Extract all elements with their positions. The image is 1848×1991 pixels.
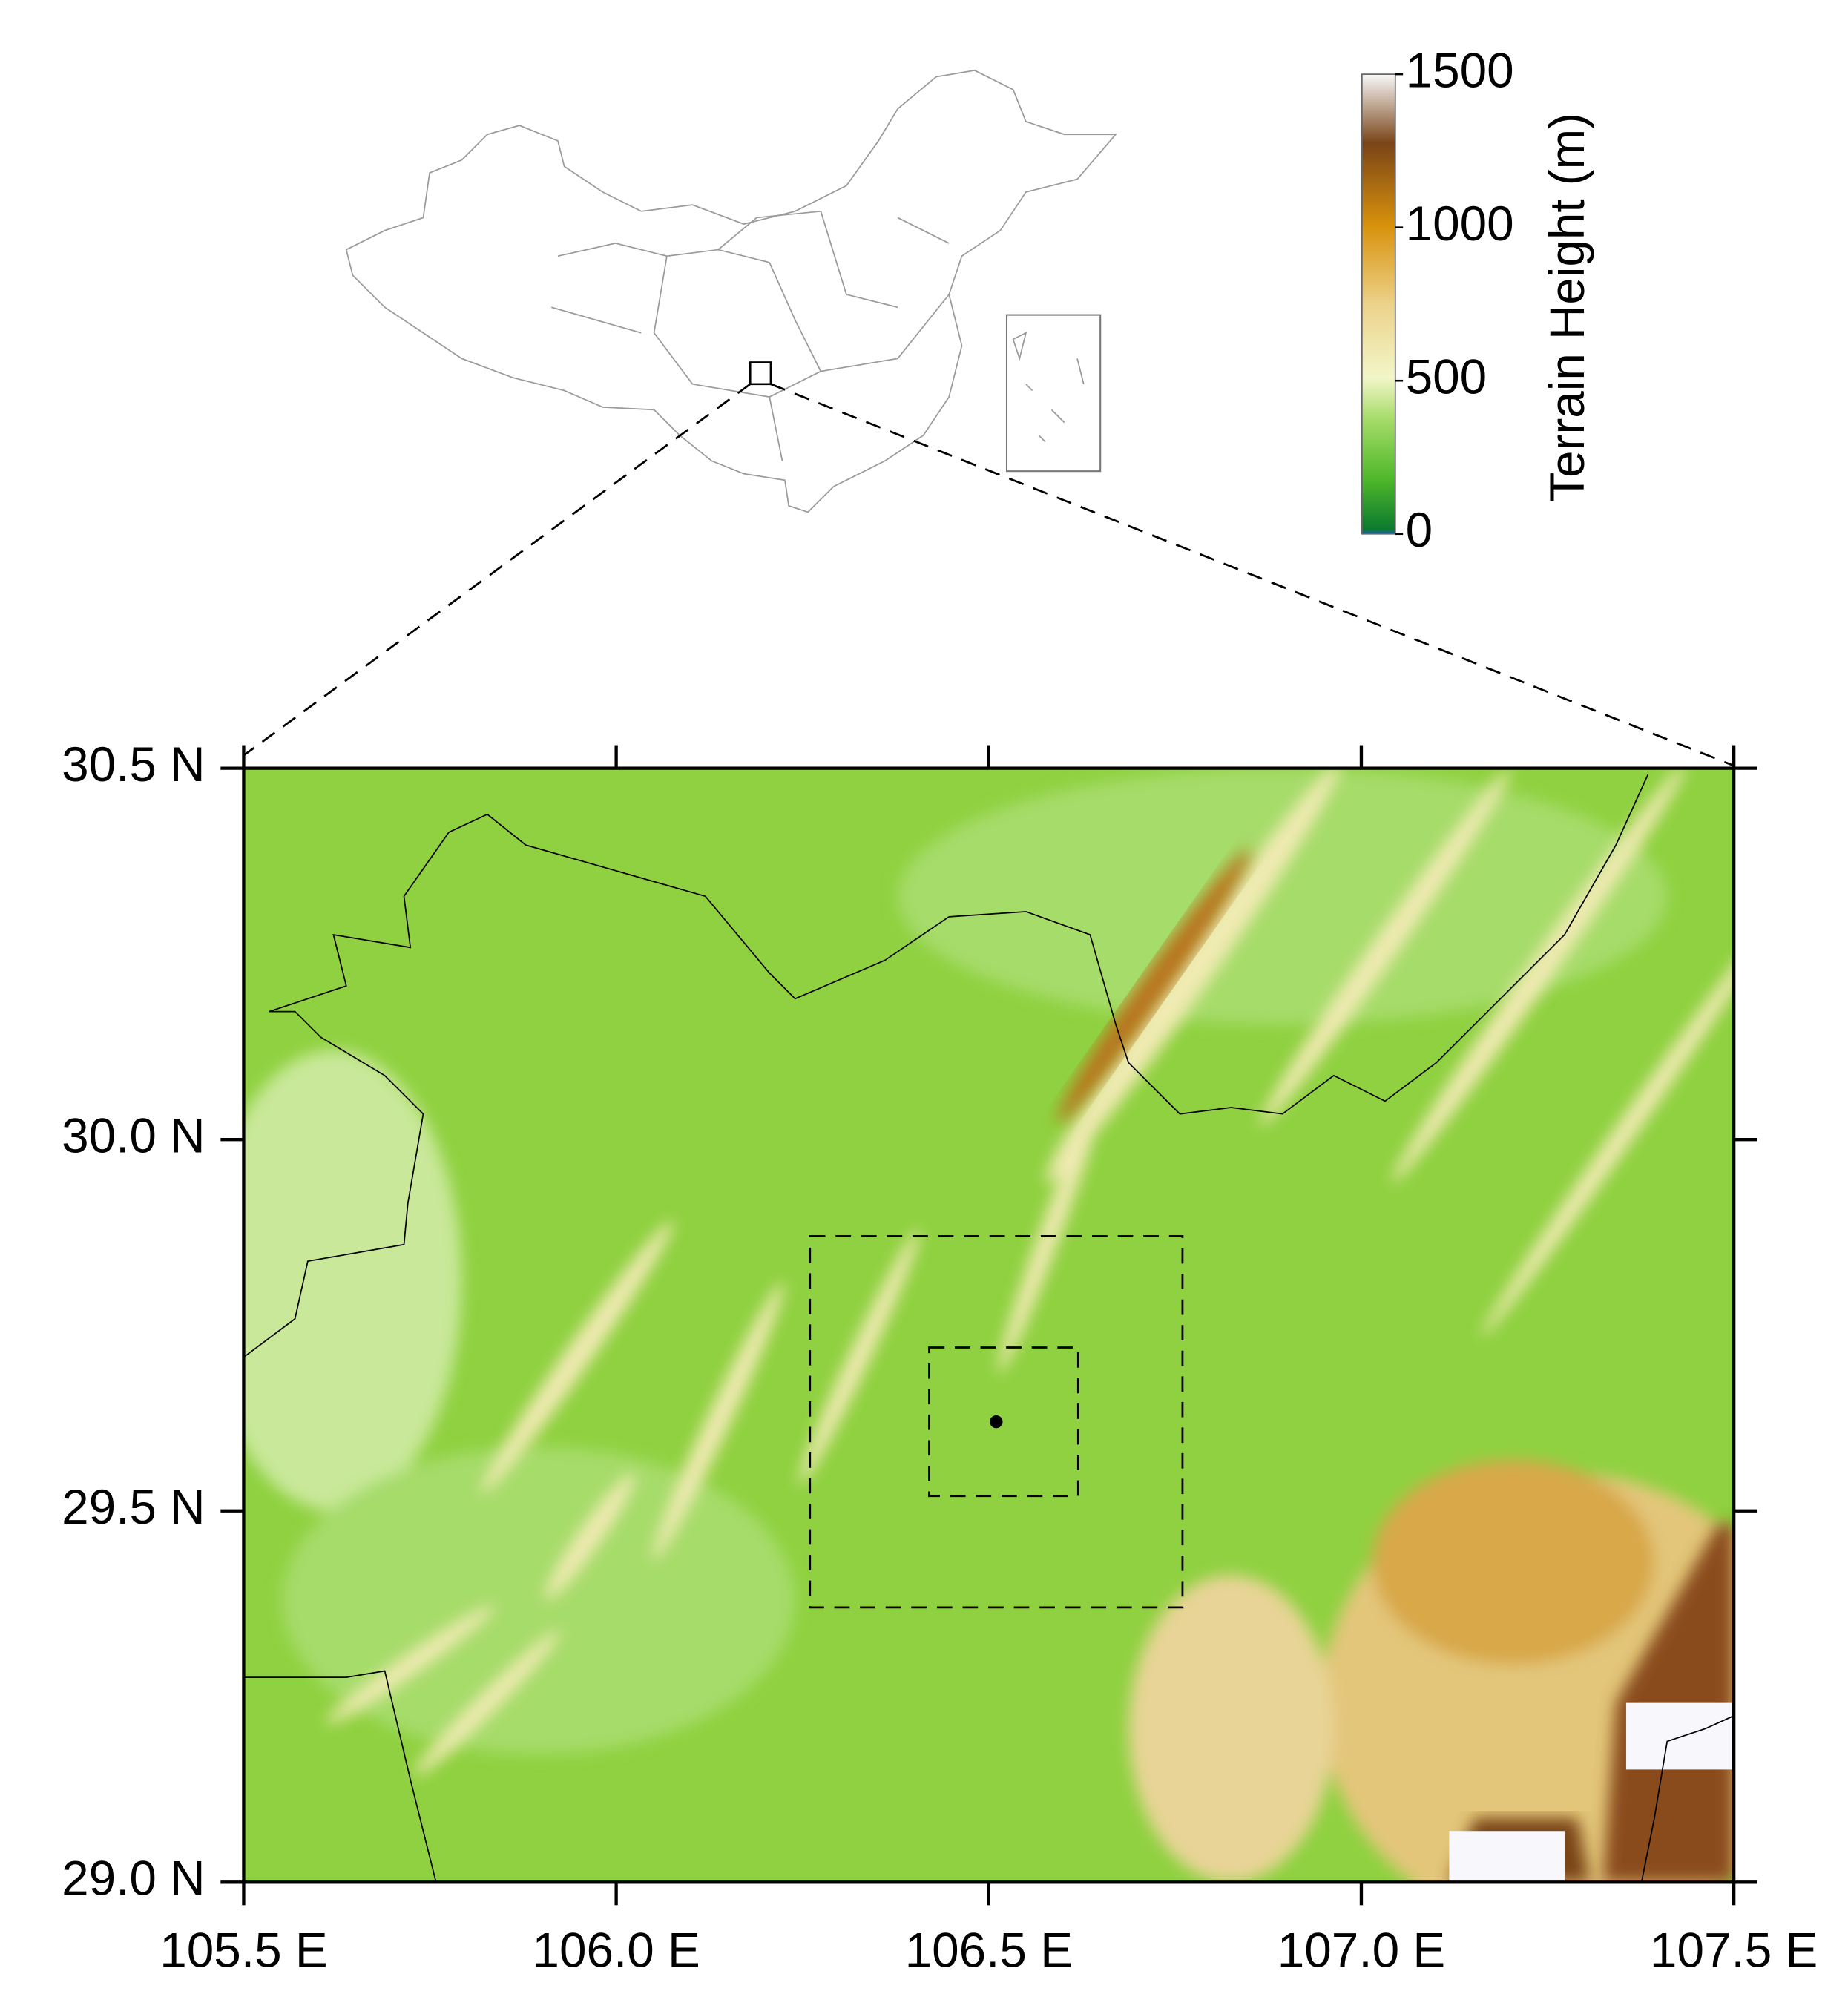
zoom-line	[243, 383, 752, 757]
x-tick-label: 107.0 E	[1278, 1923, 1445, 1977]
province-border	[243, 1670, 437, 1883]
x-tick-label: 105.5 E	[160, 1923, 327, 1977]
study-area-box	[749, 361, 772, 386]
south-sea-inset	[1005, 314, 1102, 473]
province-border	[243, 774, 1649, 1358]
y-tick-label: 29.5 N	[62, 1480, 205, 1534]
domain-box	[928, 1346, 1079, 1498]
islands	[1012, 332, 1085, 443]
x-tick-label: 107.5 E	[1650, 1923, 1818, 1977]
colorbar-tick-label: 0	[1406, 503, 1433, 557]
china-outline	[345, 70, 1117, 513]
terrain	[243, 768, 1734, 1883]
domain-box	[809, 1234, 1184, 1609]
colorbar	[1361, 73, 1396, 535]
province-lines	[551, 210, 950, 461]
x-tick-label: 106.5 E	[905, 1923, 1073, 1977]
y-tick-label: 30.5 N	[62, 737, 205, 792]
y-tick-label: 30.0 N	[62, 1109, 205, 1163]
site-marker	[990, 1415, 1003, 1429]
colorbar-tick-label: 500	[1406, 350, 1487, 404]
colorbar-tick-label: 1000	[1406, 197, 1514, 251]
y-tick-label: 29.0 N	[62, 1852, 205, 1906]
x-tick-label: 106.0 E	[532, 1923, 700, 1977]
zoom-line	[770, 383, 1734, 767]
colorbar-tick-label: 1500	[1406, 43, 1514, 97]
overlay: 105.5 E 106.0 E 106.5 E 107.0 E 107.5 E 29.0 …	[62, 43, 1818, 1977]
china-inset	[243, 70, 1734, 767]
colorbar-label: Terrain Height (m)	[1540, 113, 1594, 502]
province-border	[1640, 1715, 1734, 1883]
